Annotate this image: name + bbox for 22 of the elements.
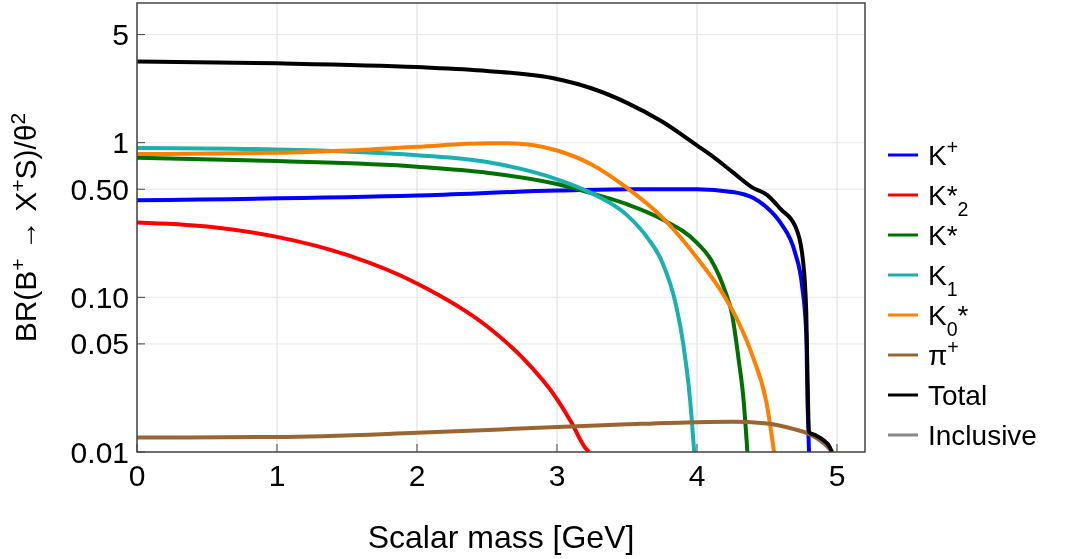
legend-label: K*$_{2}$ <box>928 179 969 220</box>
legend-label: Inclusive <box>928 419 1037 451</box>
line-series <box>137 220 592 452</box>
x-tick-label: 1 <box>268 459 286 492</box>
y-tick-label: 1 <box>112 126 129 160</box>
y-tick-label: 0.05 <box>70 327 129 361</box>
legend-label: K$_{1}$ <box>928 259 958 300</box>
y-tick-label: 0.10 <box>70 280 129 314</box>
x-tick-label: 3 <box>548 459 566 492</box>
x-axis-title: Scalar mass [GeV] <box>367 519 635 555</box>
y-tick-label: 0.50 <box>70 172 129 206</box>
x-tick-label: 0 <box>128 459 146 492</box>
x-tick-label: 4 <box>688 459 706 492</box>
x-tick-label: 2 <box>408 459 426 492</box>
y-tick-label: 5 <box>112 18 129 52</box>
legend-label: K$^{+}$ <box>928 135 959 171</box>
y-tick-label: 0.01 <box>70 435 129 469</box>
line-series <box>137 59 834 452</box>
line-series <box>137 419 835 452</box>
legend-label: Total <box>928 379 988 411</box>
x-tick-label: 5 <box>828 459 846 492</box>
legend-label: K* <box>928 219 958 251</box>
